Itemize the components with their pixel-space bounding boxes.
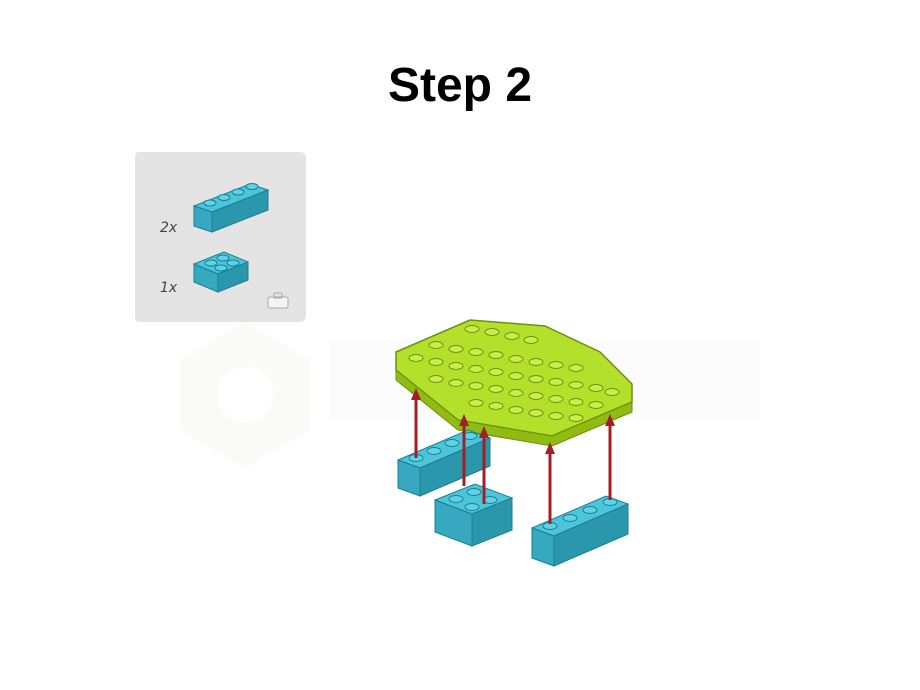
azure-brick-2x2-middle bbox=[433, 483, 514, 547]
part-quantity: 2x bbox=[160, 220, 178, 236]
brick-2x2-part-icon bbox=[192, 251, 250, 293]
step-title: Step 2 bbox=[387, 59, 533, 112]
lime-plate bbox=[395, 319, 633, 447]
azure-brick-1x4-right bbox=[530, 495, 630, 567]
assembly-arrows bbox=[411, 388, 615, 524]
briefcase-icon bbox=[267, 292, 289, 309]
part-quantity: 1x bbox=[160, 280, 178, 296]
azure-brick-1x4-left bbox=[396, 429, 492, 497]
brick-1x4-part-icon bbox=[192, 183, 270, 233]
parts-list-panel: 2x 1x bbox=[135, 152, 306, 322]
